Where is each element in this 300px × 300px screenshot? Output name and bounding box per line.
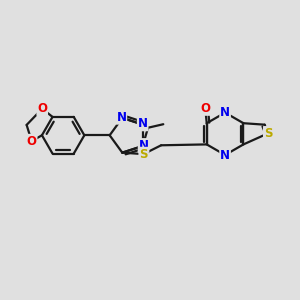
Text: O: O xyxy=(200,102,210,115)
Text: N: N xyxy=(116,111,126,124)
Text: N: N xyxy=(220,106,230,119)
Text: N: N xyxy=(220,148,230,161)
Text: N: N xyxy=(139,139,148,152)
Text: S: S xyxy=(264,127,272,140)
Text: N: N xyxy=(138,118,148,130)
Text: S: S xyxy=(139,148,148,160)
Text: O: O xyxy=(37,102,47,115)
Text: O: O xyxy=(27,135,37,148)
